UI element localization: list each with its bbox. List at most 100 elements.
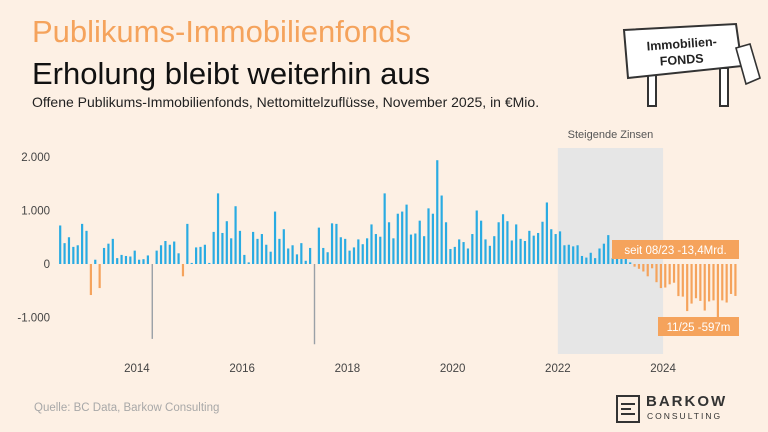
bar [256, 238, 259, 264]
bar [164, 240, 167, 264]
bar [309, 247, 312, 264]
bar [190, 262, 193, 264]
bar [230, 238, 233, 264]
bar [326, 252, 329, 264]
bar [357, 239, 360, 264]
bar [585, 257, 588, 264]
bar [734, 264, 737, 296]
bar [159, 245, 163, 264]
bar [703, 264, 706, 311]
bar [287, 248, 290, 264]
bar [686, 264, 689, 312]
bar [94, 259, 97, 264]
bar [515, 224, 518, 264]
bar [282, 229, 285, 264]
bar [672, 264, 676, 283]
bar [471, 234, 474, 264]
bar [633, 264, 636, 267]
bar [444, 222, 448, 264]
bar [225, 221, 228, 264]
bar [138, 259, 141, 264]
x-tick-label: 2016 [229, 363, 255, 375]
bar [480, 220, 483, 264]
bar [466, 248, 470, 264]
bar [370, 224, 373, 264]
y-tick-label: 0 [44, 259, 50, 271]
bar [129, 256, 132, 264]
bar [335, 223, 338, 264]
logo-subtitle: CONSULTING [647, 411, 723, 421]
bar [379, 236, 382, 264]
annotation-box [658, 317, 739, 336]
y-tick-label: 2.000 [21, 152, 50, 164]
bar [208, 262, 211, 264]
bar [427, 208, 430, 264]
bar [155, 250, 158, 264]
bar [576, 245, 579, 264]
bar [304, 260, 307, 264]
bar [414, 233, 417, 264]
annotation-label: 11/25 -597m [667, 322, 731, 334]
sign-line1: Immobilien- [646, 35, 717, 54]
sign-line2: FONDS [659, 52, 704, 69]
bar [405, 204, 408, 264]
bar [59, 225, 62, 264]
bar [243, 254, 246, 264]
y-tick-label: -1.000 [17, 313, 50, 325]
bar [501, 214, 505, 264]
bar [216, 193, 220, 264]
page-subtitle: Erholung bleibt weiterhin aus [32, 56, 431, 91]
bar [646, 264, 649, 277]
immobilienfonds-sign-icon: Immobilien- FONDS [622, 22, 761, 107]
bar [602, 243, 605, 264]
x-tick-label: 2014 [124, 363, 150, 375]
bar [63, 243, 66, 264]
bar [558, 231, 562, 264]
bar [295, 254, 299, 264]
bar [721, 264, 724, 301]
bar [344, 238, 347, 264]
bar [177, 253, 180, 264]
chart-description: Offene Publikums-Immobilienfonds, Nettom… [32, 94, 540, 110]
bar [366, 238, 369, 264]
bar [598, 248, 601, 264]
page-title: Publikums-Immobilienfonds [32, 14, 412, 49]
x-tick-label: 2020 [440, 363, 466, 375]
bar [651, 264, 654, 269]
bar [151, 264, 153, 339]
logo-name: BARKOW [646, 393, 728, 410]
bar [664, 264, 667, 288]
bar [699, 264, 702, 301]
bar [300, 243, 303, 264]
bar [374, 234, 377, 264]
bar [681, 264, 684, 297]
bar [67, 237, 71, 264]
bar [317, 227, 320, 264]
bar [637, 264, 641, 269]
bar [124, 255, 128, 264]
bar [563, 245, 566, 264]
bar [642, 264, 645, 272]
bar [528, 230, 531, 264]
bar [677, 264, 680, 297]
bar [383, 193, 386, 264]
bar [199, 246, 202, 264]
bar [339, 237, 342, 264]
bar [532, 235, 535, 264]
bar [120, 254, 123, 264]
bar [611, 258, 614, 264]
bar [401, 211, 404, 264]
bar [361, 244, 364, 264]
bar [725, 264, 728, 303]
bar [659, 264, 662, 289]
bar [550, 229, 553, 264]
bar [694, 264, 698, 299]
bar [449, 249, 452, 264]
bar [146, 255, 149, 264]
bar [519, 238, 522, 264]
bar [107, 243, 110, 264]
bar [392, 238, 395, 264]
bar [291, 245, 294, 264]
x-tick-label: 2024 [650, 363, 676, 375]
